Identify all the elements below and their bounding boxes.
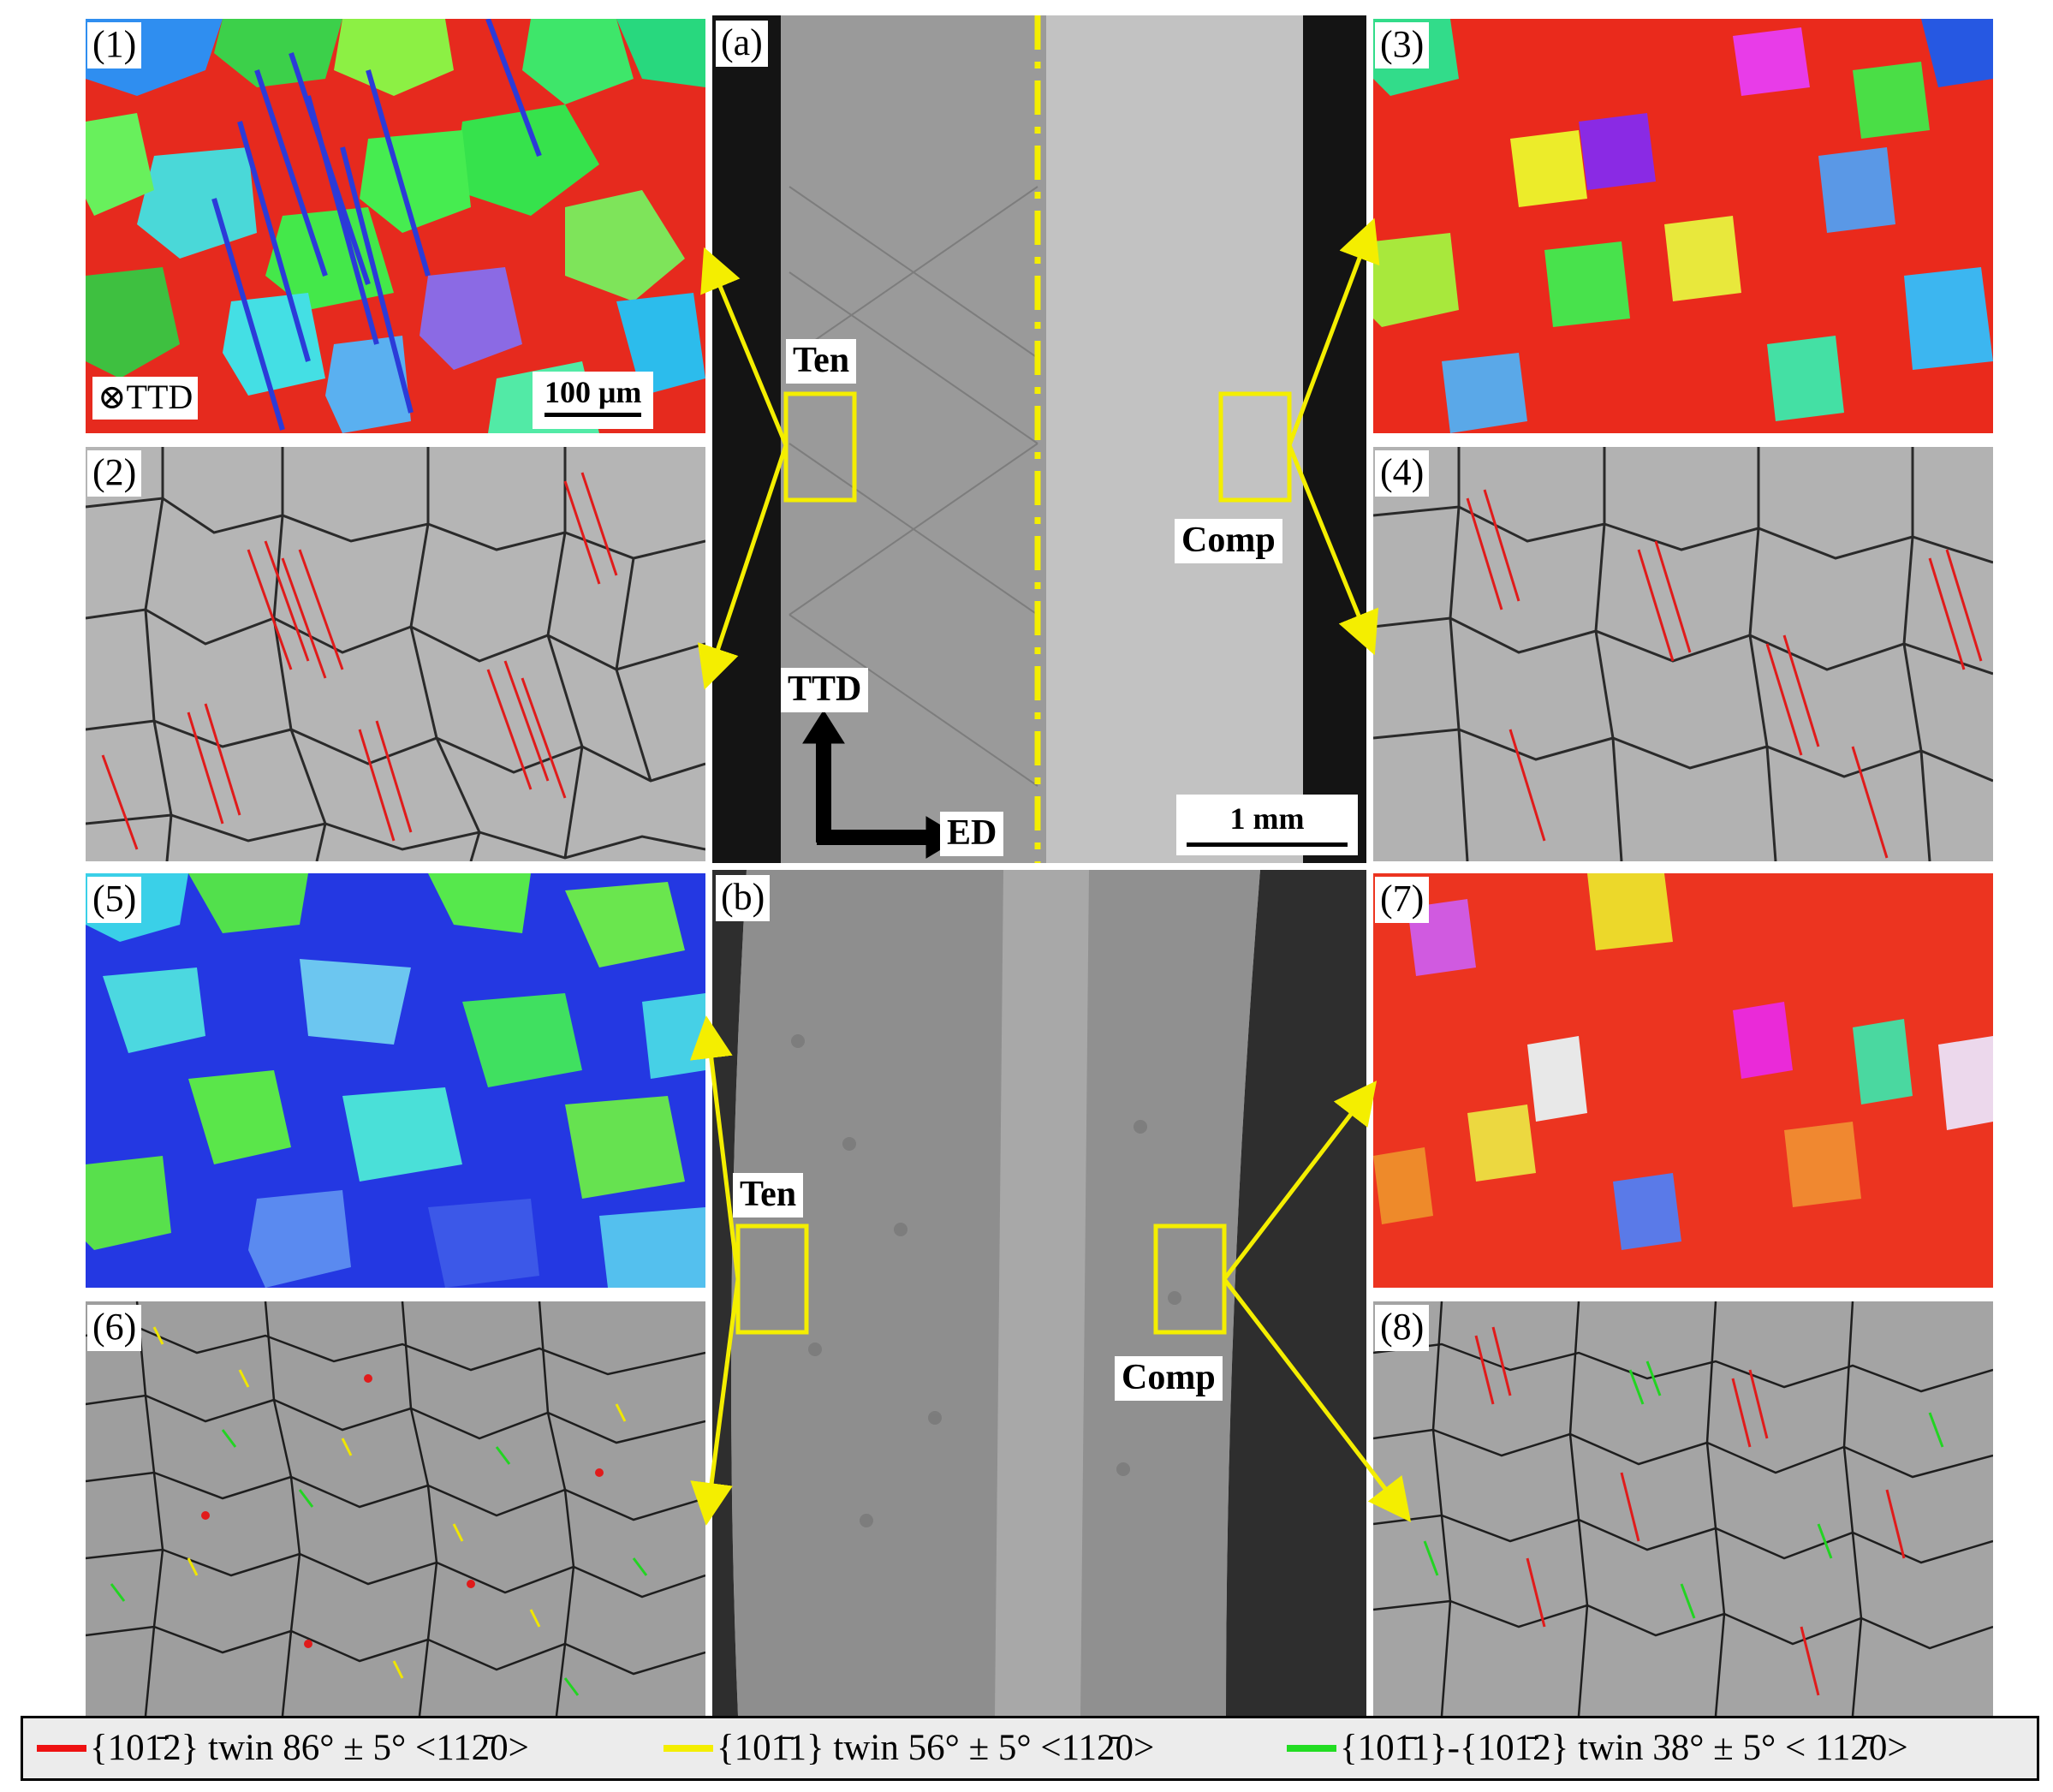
scale-bar-1mm-line: [1187, 842, 1348, 847]
grain-boundary-map-6: [86, 1301, 705, 1716]
legend-swatch-yellow: [664, 1744, 713, 1752]
legend-item-2: {101̄1} twin 56° ± 5° <112̄0>: [664, 1727, 1154, 1769]
ebsd-map-1: [86, 19, 705, 433]
scale-bar-1mm: 1 mm: [1176, 795, 1358, 855]
panel-label-7: (7): [1375, 877, 1430, 923]
panel-label-6: (6): [87, 1305, 142, 1351]
grain-boundary-map-8-image: [1373, 1301, 1993, 1716]
legend-item-3: {101̄1}-{101̄2} twin 38° ± 5° < 112̄0>: [1287, 1727, 1908, 1769]
grain-boundary-map-6-image: [86, 1301, 705, 1716]
legend-text-1: {101̄2} twin 86° ± 5° <112̄0>: [90, 1728, 529, 1768]
out-of-plane-icon: ⊗: [98, 378, 127, 416]
legend-swatch-green: [1287, 1744, 1336, 1752]
panel-label-4: (4): [1375, 450, 1430, 497]
scale-bar-100um-line: [544, 413, 642, 417]
legend-text-3: {101̄1}-{101̄2} twin 38° ± 5° < 112̄0>: [1340, 1728, 1908, 1768]
ttd-marker-label: TTD: [126, 378, 193, 416]
label-comp-a: Comp: [1175, 519, 1282, 563]
label-ten-b: Ten: [733, 1173, 804, 1217]
scale-bar-100um-label: 100 μm: [544, 375, 642, 409]
ebsd-map-1-image: [86, 19, 705, 433]
grain-boundary-map-4-image: [1373, 447, 1993, 861]
axis-ed-label: ED: [940, 812, 1004, 856]
macro-image-a-image: [712, 15, 1366, 863]
macro-image-b-image: [712, 870, 1366, 1716]
grain-boundary-map-8: [1373, 1301, 1993, 1716]
grain-boundary-map-2: [86, 447, 705, 861]
twin-legend: {101̄2} twin 86° ± 5° <112̄0> {101̄1} tw…: [21, 1716, 2039, 1781]
panel-label-b: (b): [716, 875, 771, 921]
scale-bar-100um: 100 μm: [533, 372, 654, 429]
ebsd-map-7-image: [1373, 873, 1993, 1288]
panel-label-5: (5): [87, 877, 142, 923]
panel-label-3: (3): [1375, 22, 1430, 68]
panel-label-a: (a): [716, 21, 768, 67]
legend-swatch-red: [37, 1744, 86, 1752]
grain-boundary-map-4: [1373, 447, 1993, 861]
ebsd-map-5-image: [86, 873, 705, 1288]
axis-ttd-label: TTD: [781, 668, 869, 712]
panel-label-8: (8): [1375, 1305, 1430, 1351]
ttd-marker: ⊗TTD: [92, 377, 199, 420]
ebsd-map-7: [1373, 873, 1993, 1288]
grain-boundary-map-2-image: [86, 447, 705, 861]
macro-image-a: [712, 15, 1366, 863]
label-ten-a: Ten: [786, 339, 857, 384]
macro-image-b: [712, 870, 1366, 1716]
ebsd-map-5: [86, 873, 705, 1288]
panel-label-1: (1): [87, 22, 142, 68]
legend-item-1: {101̄2} twin 86° ± 5° <112̄0>: [37, 1727, 529, 1769]
ebsd-map-3: [1373, 19, 1993, 433]
panel-label-2: (2): [87, 450, 142, 497]
label-comp-b: Comp: [1115, 1356, 1223, 1401]
ebsd-map-3-image: [1373, 19, 1993, 433]
legend-text-2: {101̄1} twin 56° ± 5° <112̄0>: [717, 1728, 1155, 1768]
scale-bar-1mm-label: 1 mm: [1229, 801, 1305, 836]
